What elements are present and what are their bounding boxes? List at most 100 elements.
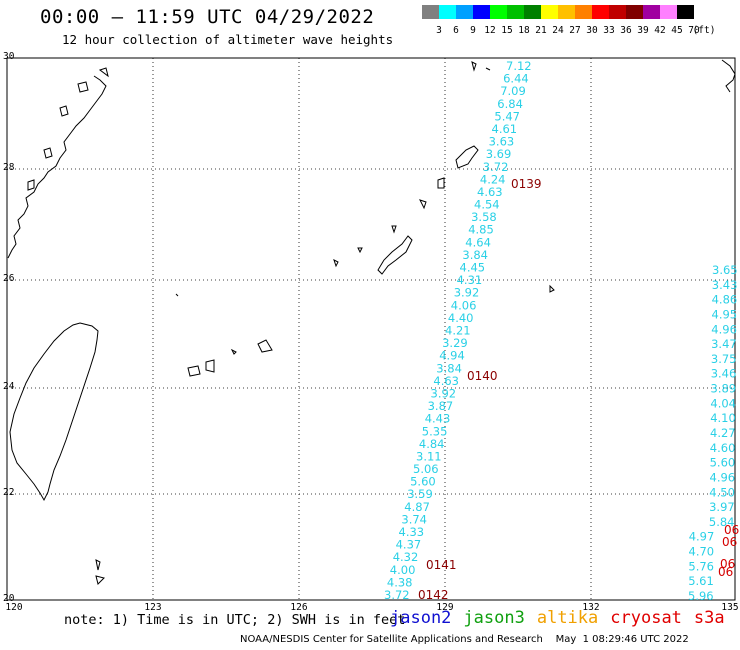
china-coast [7,75,107,259]
legend-swatch [660,5,677,19]
pass-id-label: 0141 [426,558,457,572]
minor-islands [95,61,555,585]
wave-height-value: 4.96 [711,322,737,336]
cryosat-pass-label: 06 [718,565,733,579]
wave-height-value: 4.61 [492,122,518,136]
wave-height-value: 4.24 [480,172,506,186]
legend-label: 3 [436,25,442,36]
wave-height-value: 4.94 [439,349,465,363]
legend-label: 30 [586,25,598,36]
wave-height-value: 4.06 [451,298,477,312]
yaeyama-islands [187,339,273,377]
legend-label: 36 [620,25,632,36]
lat-label: 22 [3,487,15,498]
legend-swatch [456,5,473,19]
wave-height-value: 5.84 [709,515,735,529]
legend-swatch [490,5,507,19]
satellite-name: altika [536,608,599,628]
lat-label: 26 [3,273,15,284]
wave-height-value: 5.96 [688,589,714,603]
wave-height-value: 5.76 [688,559,714,573]
legend-swatch [524,5,541,19]
wave-height-value: 7.09 [500,84,526,98]
tokunoshima-island [437,177,445,189]
lon-label: 132 [582,602,600,613]
wave-height-value: 4.40 [448,311,474,325]
legend-label: 33 [603,25,615,36]
wave-height-value: 4.10 [710,411,736,425]
wave-height-value: 3.11 [416,450,442,464]
wave-height-value: 5.35 [422,424,448,438]
wave-height-value: 4.54 [474,198,500,212]
legend-label: 27 [569,25,581,36]
wave-height-value: 4.04 [710,396,736,410]
wave-height-value: 4.43 [425,412,451,426]
wave-height-value: 4.64 [465,235,491,249]
wave-height-value: 4.38 [387,575,413,589]
wave-height-value: 5.60 [410,475,436,489]
wave-height-value: 4.27 [710,426,736,440]
wave-height-value: 4.84 [419,437,445,451]
wave-height-value: 4.21 [445,324,471,338]
lat-label: 30 [3,51,15,62]
legend-label: 45 [671,25,683,36]
wave-height-value: 3.84 [462,248,488,262]
wave-height-value: 3.72 [483,160,509,174]
wave-height-value: 4.32 [393,550,419,564]
legend-swatch [507,5,524,19]
lon-label: 123 [144,602,162,613]
cryosat-pass-label: 06 [722,535,737,549]
legend-label: 21 [535,25,547,36]
wave-height-value: 3.47 [711,337,737,351]
wave-height-value: 3.63 [489,135,515,149]
lat-label: 20 [3,593,15,604]
legend-label: 18 [518,25,530,36]
map-title: 00:00 – 11:59 UTC 04/29/2022 [40,6,375,28]
wave-height-value: 3.75 [711,352,737,366]
wave-height-value: 4.60 [710,441,736,455]
wave-height-value: 3.92 [431,387,457,401]
wave-height-value: 6.44 [503,72,529,86]
wave-height-value: 5.60 [710,456,736,470]
map-subtitle: 12 hour collection of altimeter wave hei… [62,32,394,47]
legend-label: 12 [484,25,496,36]
wave-height-value: 3.89 [711,382,737,396]
legend-swatch [592,5,609,19]
altimeter-track-east: 3.653.434.864.954.963.473.753.463.894.04… [688,263,738,603]
wave-height-value: 3.74 [401,512,427,526]
legend-label: 24 [552,25,564,36]
wave-height-value: 3.92 [454,286,480,300]
altimeter-track-main: 7.126.447.096.845.474.613.633.693.724.24… [384,59,532,602]
wave-height-value: 3.29 [442,336,468,350]
wave-height-value: 3.65 [712,263,738,277]
wave-height-value: 4.70 [689,545,715,559]
satellite-legend: jason2 jason3 altika cryosat s3a [390,608,737,628]
pass-labels: 0139 0140 0141 0142 [418,177,542,602]
legend-label: 15 [501,25,513,36]
legend-label: 42 [654,25,666,36]
wave-height-value: 3.43 [712,278,738,292]
wave-height-value: 5.06 [413,462,439,476]
lon-label: 120 [5,602,23,613]
wave-height-value: 3.69 [486,147,512,161]
wave-height-value: 3.58 [471,210,497,224]
satellite-name: cryosat [610,608,682,628]
lon-label: 135 [721,602,739,613]
legend-swatch [473,5,490,19]
coastal-islands [27,67,109,191]
wave-height-value: 4.95 [712,308,738,322]
satellite-name: jason2 [390,608,452,628]
map-frame [6,57,736,601]
okinawa-island [377,235,413,275]
wave-height-value: 4.45 [460,261,486,275]
wave-height-value: 4.37 [396,538,422,552]
legend-swatch [677,5,694,19]
wave-height-value: 4.86 [712,293,738,307]
wave-height-value: 3.87 [428,399,454,413]
wave-height-value: 6.84 [497,97,523,111]
pass-id-label: 0140 [467,369,498,383]
wave-height-value: 4.63 [433,374,459,388]
legend-label: 6 [453,25,459,36]
